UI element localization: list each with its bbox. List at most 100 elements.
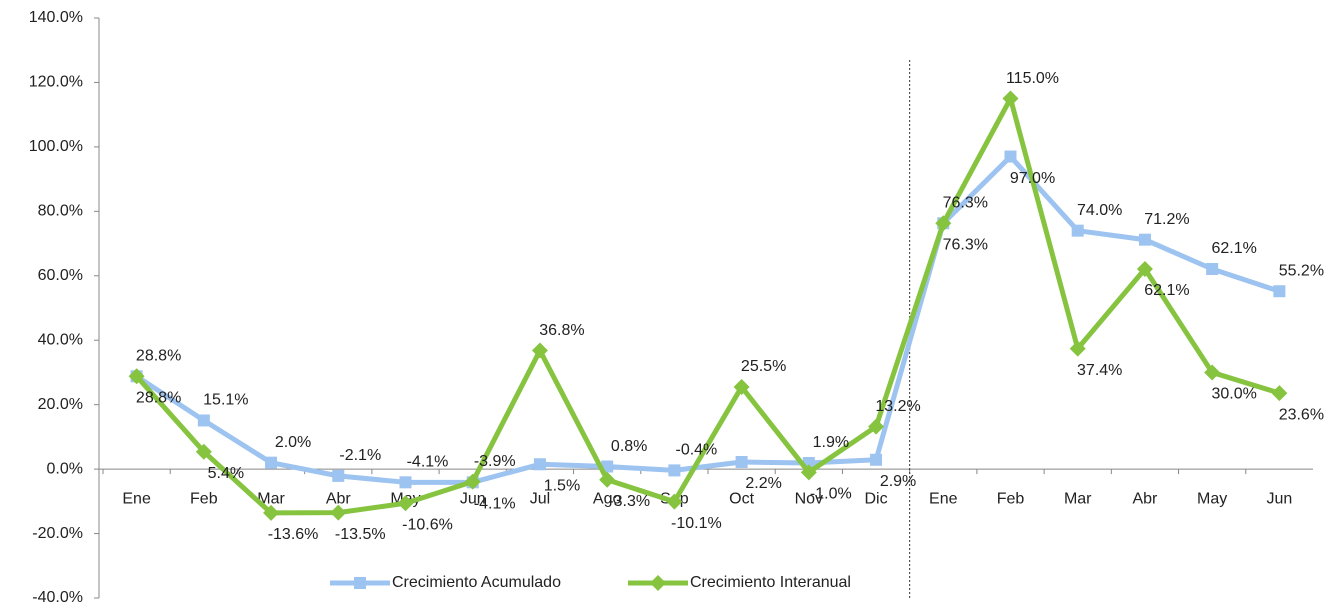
marker [265, 456, 278, 469]
y-tick-label: 140.0% [29, 9, 83, 26]
marker [399, 476, 412, 489]
data-label: 115.0% [1006, 70, 1059, 87]
x-tick-label: Ene [122, 490, 151, 507]
marker [197, 414, 210, 427]
marker [263, 504, 280, 521]
x-tick-label: Mar [1064, 490, 1092, 507]
marker [330, 504, 347, 521]
x-tick-label: Abr [326, 490, 352, 507]
data-label: 23.6% [1279, 406, 1324, 423]
data-label: 62.1% [1144, 282, 1189, 299]
line [135, 154, 1281, 485]
marker [354, 577, 366, 589]
x-tick-label: Feb [190, 490, 218, 507]
marker [800, 464, 817, 481]
marker [870, 453, 883, 466]
data-label: 5.4% [208, 465, 244, 482]
y-tick-label: 60.0% [38, 267, 83, 284]
data-label: -13.5% [335, 526, 386, 543]
marker [668, 464, 681, 477]
y-tick-label: 100.0% [29, 138, 83, 155]
data-label: 15.1% [203, 392, 248, 409]
marker [1002, 90, 1019, 107]
line [134, 96, 1281, 516]
data-label: 76.3% [943, 236, 988, 253]
marker [1004, 150, 1017, 163]
data-label: 28.8% [136, 390, 181, 407]
y-tick-label: 0.0% [47, 460, 83, 477]
marker [1071, 224, 1084, 237]
y-tick-label: 80.0% [38, 203, 83, 220]
data-label: 76.3% [943, 194, 988, 211]
marker [1271, 385, 1288, 402]
x-tick-label: Ago [593, 490, 622, 507]
data-label: -4.1% [407, 454, 449, 471]
data-label: 62.1% [1211, 240, 1256, 257]
data-label: 2.2% [745, 475, 781, 492]
y-tick-label: -40.0% [32, 589, 83, 606]
y-tick-label: 20.0% [38, 396, 83, 413]
x-tick-label: Dic [865, 490, 888, 507]
x-tick-label: May [1197, 490, 1227, 507]
legend-label: Crecimiento Acumulado [392, 574, 561, 591]
marker [397, 495, 414, 512]
x-tick-label: Abr [1132, 490, 1158, 507]
x-tick-label: Ene [929, 490, 958, 507]
x-tick-label: Oct [729, 490, 754, 507]
x-tick-label: Jul [530, 490, 550, 507]
data-label: 28.8% [136, 348, 181, 365]
marker [733, 378, 750, 395]
marker [868, 418, 885, 435]
data-label: -2.1% [339, 447, 381, 464]
x-tick-label: Feb [997, 490, 1025, 507]
marker [735, 456, 748, 469]
marker [464, 473, 481, 490]
x-tick-label: Jun [1266, 490, 1292, 507]
marker [332, 469, 345, 482]
x-tick-label: Jun [460, 490, 486, 507]
legend-label: Crecimiento Interanual [690, 574, 851, 591]
data-label: 74.0% [1077, 202, 1122, 219]
data-label: 13.2% [875, 398, 920, 415]
data-label: -3.9% [474, 453, 516, 470]
data-label: -13.6% [268, 526, 319, 543]
marker [1069, 340, 1086, 357]
marker [533, 458, 546, 471]
marker [666, 493, 683, 510]
marker [1273, 285, 1286, 298]
y-tick-label: -20.0% [32, 525, 83, 542]
data-label: 2.0% [275, 434, 311, 451]
data-label: 1.9% [813, 434, 849, 451]
data-label: -10.1% [671, 515, 722, 532]
data-label: -3.3% [608, 493, 650, 510]
data-label: 25.5% [741, 358, 786, 375]
marker [195, 443, 212, 460]
data-label: 36.8% [539, 322, 584, 339]
data-label: -10.6% [402, 516, 453, 533]
data-label: 37.4% [1077, 362, 1122, 379]
marker [599, 471, 616, 488]
marker [935, 215, 952, 232]
data-label: 71.2% [1144, 211, 1189, 228]
marker [1206, 263, 1219, 276]
marker [1136, 261, 1153, 278]
marker [128, 368, 145, 385]
data-label: -0.4% [675, 442, 717, 459]
x-tick-label: Nov [795, 490, 823, 507]
marker [531, 342, 548, 359]
x-tick-label: Mar [257, 490, 285, 507]
y-tick-label: 40.0% [38, 331, 83, 348]
data-label: 0.8% [611, 438, 647, 455]
data-label: 97.0% [1010, 170, 1055, 187]
marker [1138, 233, 1151, 246]
y-tick-label: 120.0% [29, 74, 83, 91]
data-label: 1.5% [544, 477, 580, 494]
marker [650, 575, 666, 591]
data-label: 2.9% [880, 473, 916, 490]
data-label: 30.0% [1211, 386, 1256, 403]
data-label: -4.1% [474, 496, 516, 513]
data-label: -1.0% [810, 486, 852, 503]
marker [1204, 364, 1221, 381]
data-label: 55.2% [1279, 262, 1324, 279]
